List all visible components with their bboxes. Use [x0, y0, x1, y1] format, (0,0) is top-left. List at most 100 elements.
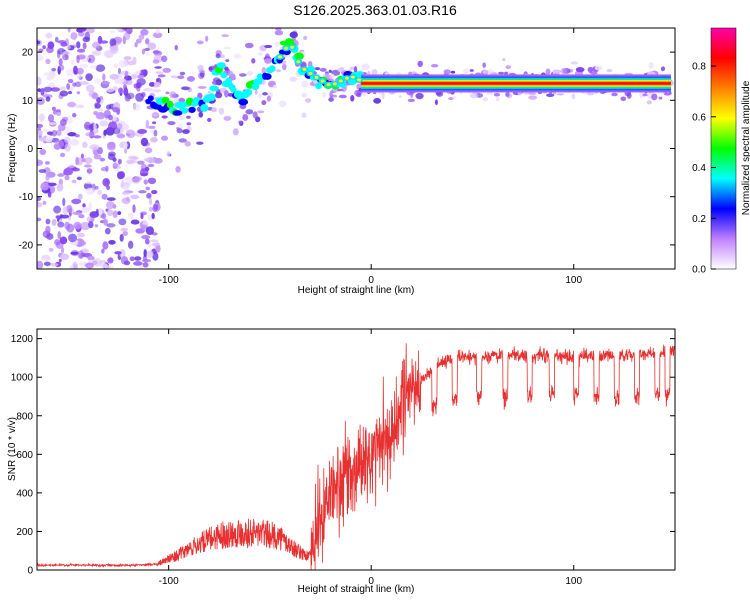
noise-blob [274, 41, 280, 48]
snr-y-ticks: 0 200 400 600 800 1000 1200 [11, 334, 675, 577]
colorbar-tick-label: 0.0 [692, 265, 706, 276]
noise-blob [371, 69, 378, 76]
noise-blob [463, 68, 469, 75]
noise-blob [117, 211, 122, 215]
noise-blob [48, 262, 59, 267]
noise-blob [37, 88, 42, 93]
noise-blob [232, 128, 239, 136]
noise-blob [84, 157, 93, 165]
ridge-blob [332, 82, 337, 86]
noise-blob [443, 69, 451, 75]
noise-blob [106, 223, 116, 228]
noise-blob [373, 98, 382, 104]
noise-blob [528, 95, 538, 100]
noise-blob [99, 157, 106, 162]
noise-blob [46, 233, 54, 240]
noise-blob [161, 115, 168, 119]
noise-blob [130, 194, 140, 200]
noise-blob [340, 67, 345, 72]
ridge-blob [253, 78, 263, 86]
noise-blob [207, 117, 212, 123]
noise-blob [353, 66, 358, 74]
noise-blob [100, 166, 108, 172]
noise-blob [178, 115, 185, 121]
noise-blob [137, 129, 148, 134]
noise-blob [114, 251, 122, 255]
noise-blob [122, 230, 128, 236]
colorbar-gradient [710, 27, 737, 270]
noise-blob [148, 206, 153, 212]
noise-blob [239, 73, 247, 77]
noise-blob [85, 262, 94, 269]
chart-title: S126.2025.363.01.03.R16 [293, 2, 457, 18]
noise-blob [258, 52, 263, 56]
noise-blob [211, 80, 221, 85]
noise-blob [79, 63, 89, 69]
noise-blob [115, 28, 123, 31]
noise-blob [76, 91, 81, 95]
noise-blob [145, 119, 150, 129]
noise-blob [175, 165, 181, 173]
noise-blob [74, 104, 85, 109]
noise-blob [112, 115, 117, 122]
noise-blob [142, 262, 149, 268]
noise-blob [282, 63, 287, 71]
noise-blob [575, 67, 585, 73]
noise-blob [104, 49, 114, 59]
noise-blob [37, 159, 44, 166]
noise-blob [60, 246, 65, 254]
noise-blob [150, 89, 156, 93]
noise-blob [57, 221, 65, 228]
noise-blob [407, 98, 416, 102]
noise-blob [349, 66, 355, 71]
noise-blob [43, 94, 53, 99]
noise-blob [415, 92, 424, 100]
noise-blob [145, 226, 154, 235]
noise-blob [70, 251, 79, 255]
noise-blob [130, 74, 137, 79]
noise-blob [89, 211, 99, 218]
noise-blob [133, 256, 142, 261]
noise-blob [62, 197, 66, 207]
colorbar-ticks: 0.0 0.2 0.4 0.6 0.8 [692, 62, 716, 276]
noise-blob [77, 232, 85, 238]
y-tick-label: 200 [16, 527, 33, 538]
ridge-blob [308, 71, 313, 75]
noise-blob [264, 58, 272, 64]
noise-blob [275, 17, 281, 23]
noise-blob [45, 58, 51, 65]
spectrogram-ridge [145, 38, 671, 116]
noise-blob [48, 247, 54, 252]
noise-blob [570, 61, 578, 65]
noise-blob [97, 189, 102, 196]
noise-blob [101, 193, 108, 200]
noise-blob [38, 137, 48, 142]
noise-blob [493, 92, 501, 97]
noise-blob [279, 100, 287, 108]
noise-blob [123, 56, 132, 61]
noise-blob [229, 21, 234, 26]
noise-blob [83, 164, 92, 168]
noise-blob [45, 174, 50, 181]
noise-blob [148, 81, 156, 87]
ridge-blob [220, 72, 228, 79]
noise-blob [39, 148, 47, 156]
noise-blob [63, 167, 74, 176]
noise-blob [196, 141, 204, 145]
noise-blob [37, 76, 42, 86]
noise-blob [328, 69, 332, 73]
noise-blob [103, 218, 109, 226]
noise-blob [55, 215, 61, 219]
noise-blob [82, 141, 88, 149]
noise-blob [143, 179, 149, 185]
ridge-blob [207, 93, 216, 102]
noise-blob [170, 75, 179, 79]
noise-blob [505, 91, 510, 97]
noise-blob [132, 103, 141, 111]
noise-blob [84, 31, 91, 41]
noise-blob [105, 201, 115, 210]
noise-blob [273, 84, 277, 89]
noise-blob [289, 31, 298, 39]
noise-blob [176, 128, 183, 134]
noise-blob [66, 68, 74, 77]
